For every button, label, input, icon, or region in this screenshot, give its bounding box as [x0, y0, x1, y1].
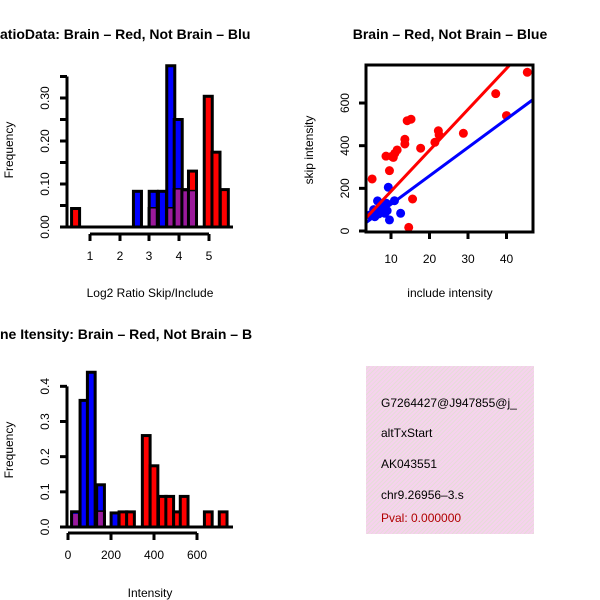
intensity-hist-y-tick-label: 0.1 [38, 483, 52, 500]
ratio-hist-bar-blue [156, 189, 168, 229]
intensity-hist-x-tick-label: 200 [101, 548, 121, 562]
scatter-y-tick-label: 600 [338, 93, 352, 113]
ratio-histogram: atioData: Brain – Red, Not Brain – Blu L… [0, 26, 250, 300]
scatter-point-not-brain [383, 182, 393, 192]
ratio-hist-bar-red [218, 188, 230, 229]
ratio-hist-bar-overlap [189, 191, 196, 226]
scatter-title: Brain – Red, Not Brain – Blue [353, 26, 548, 42]
locus: chr9.26956–3.s [381, 488, 464, 502]
scatter-point-brain [458, 128, 468, 138]
scatter-point-brain [406, 114, 416, 124]
event-id: G7264427@J947855@j_ [381, 396, 517, 410]
ratio-histogram-xlabel: Log2 Ratio Skip/Include [87, 286, 214, 300]
scatter-x-tick-label: 10 [384, 252, 398, 266]
ratio-hist-x-tick-label: 1 [87, 249, 94, 263]
scatter-point-brain [392, 145, 402, 155]
event-info-panel: G7264427@J947855@j_ altTxStart AK043551 … [366, 366, 534, 534]
intensity-hist-bar-overlap [98, 511, 103, 526]
ratio-hist-y-tick-label: 0.10 [38, 172, 52, 196]
ratio-histogram-title: atioData: Brain – Red, Not Brain – Blu [0, 26, 250, 42]
intensity-hist-y-tick-label: 0.3 [38, 413, 52, 430]
fit-line-brain [366, 65, 512, 219]
scatter-x-tick-label: 40 [500, 252, 514, 266]
pval: Pval: 0.000000 [381, 511, 462, 525]
ratio-hist-x-tick-label: 4 [176, 249, 183, 263]
scatter-point-brain [416, 143, 426, 153]
ratio-hist-y-tick-label: 0.00 [38, 215, 52, 239]
scatter-point-brain [367, 174, 377, 184]
intensity-hist-y-tick-label: 0.2 [38, 448, 52, 465]
scatter-x-tick-label: 30 [461, 252, 475, 266]
scatter-point-brain [491, 89, 501, 99]
ratio-hist-bar-red [210, 150, 222, 229]
scatter-y-tick-label: 0 [338, 227, 352, 234]
intensity-hist-bar-red [178, 494, 190, 529]
scatter-plot-area [366, 65, 533, 232]
ratio-hist-bar-red [70, 207, 82, 229]
intensity-hist-bar-blue [85, 370, 97, 529]
scatter-point-brain [522, 67, 532, 77]
scatter-frame [364, 63, 535, 234]
intensity-hist-bar-red [217, 510, 229, 529]
intensity-histogram-xlabel: Intensity [128, 586, 173, 600]
intensity-hist-y-tick-label: 0.4 [38, 378, 52, 395]
intensity-hist-x-tick-label: 0 [65, 548, 72, 562]
scatter-y-tick-label: 400 [338, 135, 352, 155]
scatter-point-brain [430, 137, 440, 147]
scatter-point-brain [400, 134, 410, 144]
scatter-ylabel: skip intensity [302, 116, 316, 185]
ratio-hist-y-tick-label: 0.30 [38, 86, 52, 110]
intensity-hist-bar-red [148, 464, 160, 529]
scatter-point-brain [384, 166, 394, 176]
intensity-hist-bar-red [202, 510, 214, 529]
intensity-hist-x-tick-label: 400 [144, 548, 164, 562]
intensity-histogram: ne Itensity: Brain – Red, Not Brain – B … [0, 326, 252, 600]
accession: AK043551 [381, 457, 438, 471]
ratio-hist-bar-overlap [168, 208, 174, 226]
ratio-hist-x-tick-label: 3 [146, 249, 153, 263]
intensity-hist-y-tick-label: 0.0 [38, 518, 52, 535]
scatter-x-tick-label: 20 [423, 252, 437, 266]
intensity-scatter: Brain – Red, Not Brain – Blue include in… [302, 26, 547, 300]
ratio-hist-y-tick-label: 0.20 [38, 129, 52, 153]
scatter-point-brain [408, 194, 418, 204]
ratio-hist-bar-overlap [150, 208, 156, 226]
ratio-hist-x-tick-label: 5 [206, 249, 213, 263]
scatter-point-not-brain [384, 215, 394, 225]
ratio-hist-bar-overlap [183, 191, 189, 226]
ratio-hist-bar-blue [131, 189, 143, 229]
scatter-point-brain [387, 151, 397, 161]
intensity-histogram-title: ne Itensity: Brain – Red, Not Brain – B [0, 326, 252, 342]
scatter-xlabel: include intensity [407, 286, 492, 300]
ratio-hist-x-tick-label: 2 [117, 249, 124, 263]
scatter-point-not-brain [396, 208, 406, 218]
intensity-hist-x-tick-label: 600 [187, 548, 207, 562]
ratio-hist-bar-overlap [175, 189, 181, 226]
fit-line-not-brain [366, 98, 533, 224]
intensity-histogram-ylabel: Frequency [2, 422, 16, 479]
ratio-histogram-ylabel: Frequency [2, 122, 16, 179]
event-type: altTxStart [381, 426, 433, 440]
scatter-point-brain [404, 222, 414, 232]
scatter-y-tick-label: 200 [338, 178, 352, 198]
intensity-hist-bar-overlap [73, 513, 78, 526]
intensity-hist-bar-red [125, 510, 136, 529]
